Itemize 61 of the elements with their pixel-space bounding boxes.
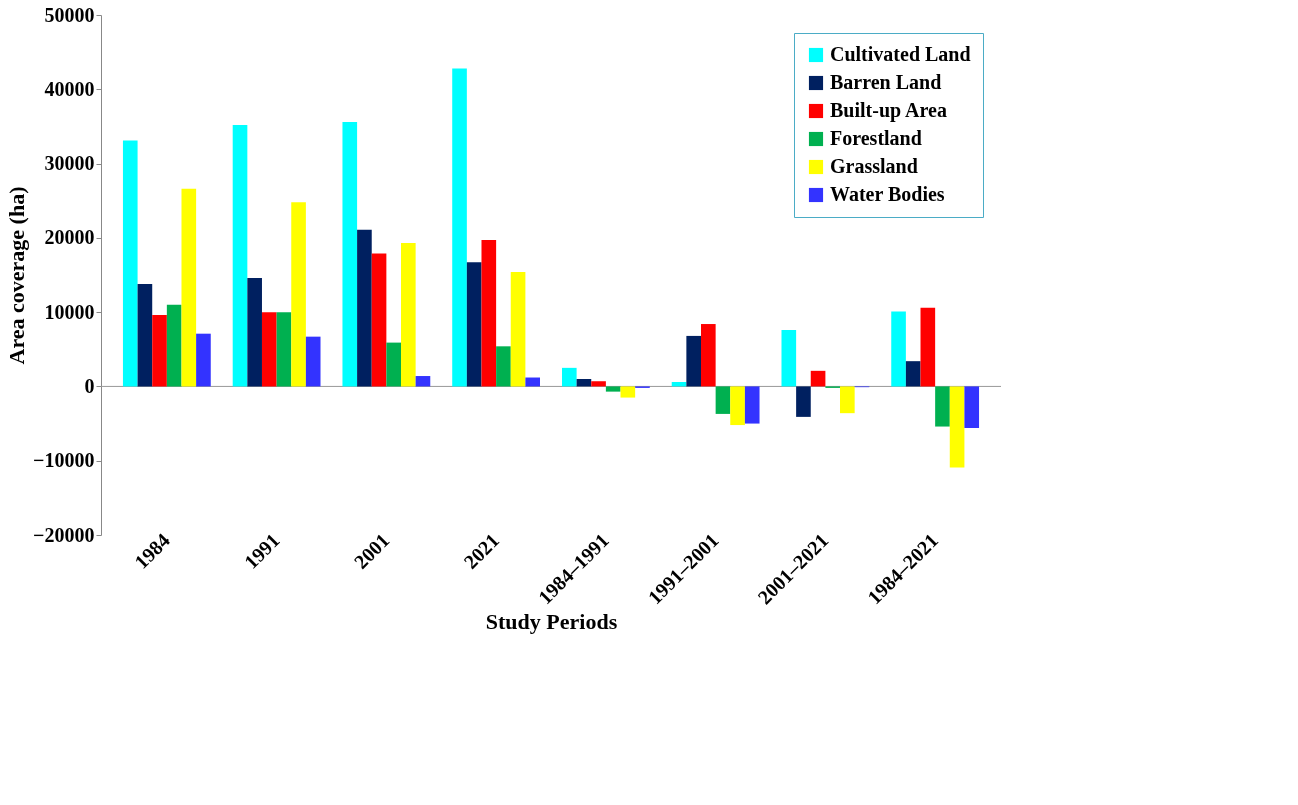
bar (401, 243, 416, 387)
y-tick-label: −20000 (33, 523, 95, 546)
bar (496, 346, 511, 387)
bar (261, 312, 277, 387)
bar (291, 202, 306, 387)
bar (466, 262, 482, 387)
legend-label: Cultivated Land (830, 43, 971, 65)
bar (744, 386, 760, 424)
bar (152, 315, 167, 387)
y-tick-label: 10000 (44, 300, 95, 323)
bar (891, 311, 906, 387)
bar (591, 381, 606, 387)
legend-label: Water Bodies (830, 183, 945, 205)
legend-label: Barren Land (830, 71, 942, 93)
bar (196, 333, 211, 387)
x-axis-title: Study Periods (485, 609, 618, 635)
bar (137, 283, 153, 387)
bar (415, 376, 431, 387)
bar (342, 121, 358, 387)
legend-label: Forestland (830, 127, 922, 149)
y-tick-label: −10000 (33, 449, 95, 472)
bar (920, 307, 936, 387)
bar (576, 379, 592, 387)
bar (935, 386, 950, 427)
bar (386, 342, 401, 387)
bar (730, 386, 745, 426)
y-axis-title: Area coverage (ha) (4, 186, 30, 365)
bar (949, 386, 965, 468)
y-tick-label: 40000 (44, 77, 95, 100)
bar (620, 386, 636, 398)
bar (701, 324, 716, 387)
y-tick-label: 20000 (44, 226, 95, 249)
bar (357, 229, 372, 387)
bar (247, 277, 262, 387)
y-tick-label: 0 (84, 374, 95, 397)
bar (810, 370, 826, 387)
bar (840, 386, 855, 414)
bar (964, 386, 980, 429)
legend-label: Built-up Area (830, 99, 947, 122)
bar (561, 367, 577, 387)
legend-label: Grassland (830, 155, 918, 177)
x-tick-label: 1991 (239, 529, 284, 573)
bar (715, 386, 731, 414)
bar (371, 253, 387, 387)
bar (122, 140, 138, 387)
bar (481, 240, 497, 387)
bar (905, 361, 921, 387)
bar (510, 272, 526, 387)
bar (781, 329, 797, 387)
bar (276, 312, 292, 387)
y-tick-label: 30000 (44, 152, 95, 175)
bar (525, 377, 541, 387)
bar (796, 386, 811, 417)
bar (686, 335, 701, 387)
bar (452, 68, 467, 387)
bar (232, 124, 248, 387)
bar (181, 188, 197, 387)
y-tick-label: 50000 (44, 3, 95, 26)
bar (605, 386, 621, 392)
bar (166, 304, 182, 387)
bar (305, 336, 321, 387)
